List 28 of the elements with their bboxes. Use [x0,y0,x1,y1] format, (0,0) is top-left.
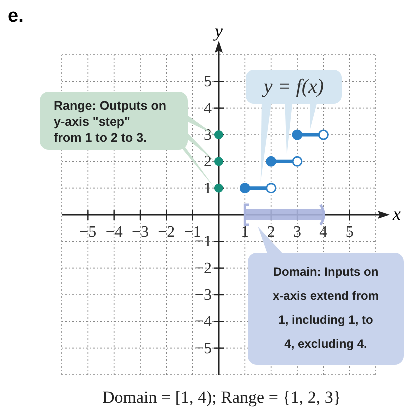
y-tick-label: 5 [204,74,212,91]
x-axis-title: x [392,204,401,224]
x-tick-label: 2 [267,224,276,241]
annotation: Range: Outputs on y-axis "step" from 1 to 2 to 3. [54,99,166,145]
y-axis-title: y [213,21,223,41]
point [214,130,224,140]
y-tick-label: −5 [194,340,212,358]
y-tick-label: 1 [204,180,212,198]
y-tick-label: 2 [204,154,212,171]
annotation: y = f(x) [262,76,324,98]
x-tick-label: −3 [132,224,150,241]
point [214,184,224,193]
x-tick-label: −1 [184,224,202,241]
x-tick-label: −2 [158,224,176,241]
x-tick-label: −5 [80,224,97,241]
x-tick-label: 5 [346,224,354,241]
chart-title: e. [8,6,24,27]
y-tick-label: 4 [204,100,212,118]
x-tick-label: −4 [106,224,123,241]
x-tick-label: 3 [294,224,302,241]
y-tick-label: −4 [194,314,212,331]
y-tick-label: −3 [194,287,212,304]
x-tick-label: 1 [241,224,250,241]
y-tick-label: −2 [194,260,212,278]
x-tick-label: 4 [320,224,328,241]
annotation: Domain: Inputs on x-axis extend from 1, including 1, to 4, excluding 4. [272,265,380,351]
text: Domain = [1, 4); Range = {1, 2, 3} [102,388,342,407]
point [214,157,224,166]
